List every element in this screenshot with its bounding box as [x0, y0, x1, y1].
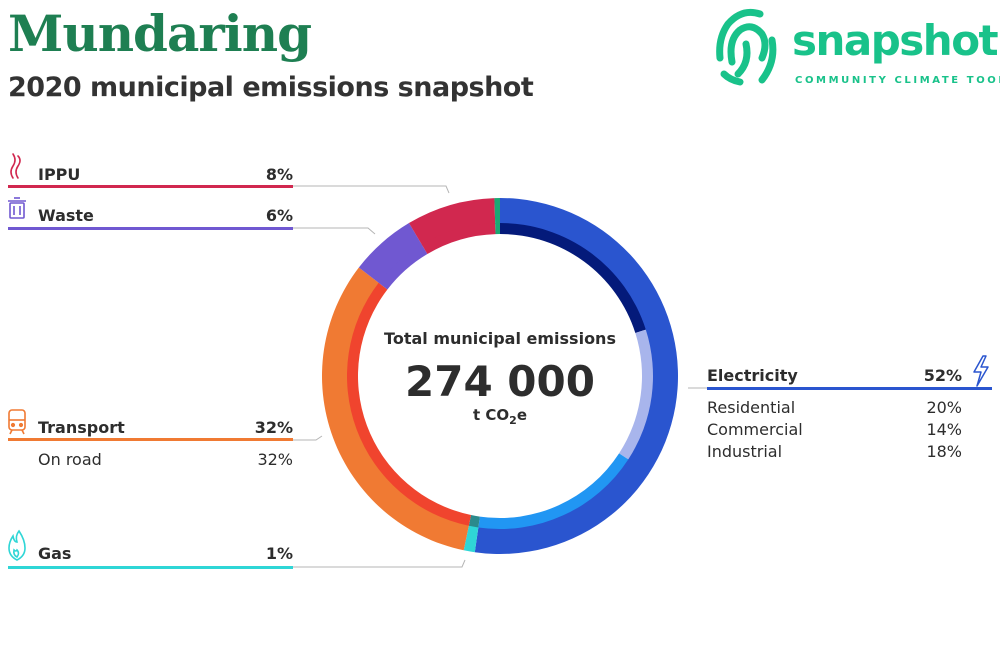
legend-label-industrial: Industrial [707, 442, 782, 461]
snapshot-logo: snapshot COMMUNITY CLIMATE TOOL [712, 0, 1000, 92]
outer-ring [322, 198, 678, 554]
leader-line-waste [293, 227, 376, 235]
legend-transport: Transport 32% On road 32% [8, 409, 293, 469]
page-title: Mundaring [8, 4, 312, 63]
smoke-icon [10, 153, 21, 179]
center-unit-prefix: t CO [473, 406, 509, 424]
legend-ippu: IPPU 8% [8, 153, 293, 188]
center-unit-suffix: e [517, 406, 527, 424]
inner-slice-ippu-0 [421, 223, 496, 254]
outer-slice-ippu [408, 198, 496, 246]
legend-pct-gas: 1% [266, 544, 293, 563]
inner-slice-waste-0 [378, 244, 428, 290]
center-unit: t CO2e [473, 406, 527, 427]
legend-line-ippu [8, 185, 293, 188]
legend-pct-commercial: 14% [926, 420, 962, 439]
leader-line-transport [293, 435, 323, 441]
bin-icon [8, 197, 26, 219]
inner-slice-gas-0 [468, 515, 480, 528]
legend-label-electricity: Electricity [707, 366, 798, 385]
legend-label-transport: Transport [38, 418, 125, 437]
legend-pct-ippu: 8% [266, 165, 293, 184]
center-value: 274 000 [405, 357, 595, 406]
legend-electricity: Electricity 52% Residential 20% Commerci… [707, 355, 992, 461]
legend-label-gas: Gas [38, 544, 71, 563]
legend-line-gas [8, 566, 293, 569]
legend-label-commercial: Commercial [707, 420, 803, 439]
legend-waste: Waste 6% [8, 197, 293, 230]
inner-slice-industrial-2 [478, 453, 629, 529]
legend-pct-electricity: 52% [924, 366, 962, 385]
logo-tagline: COMMUNITY CLIMATE TOOL [795, 75, 1000, 86]
page-subtitle: 2020 municipal emissions snapshot [8, 72, 534, 103]
outer-slice-unlabelled-5 [494, 198, 500, 225]
train-icon [8, 409, 26, 435]
inner-ring [346, 223, 653, 529]
inner-slice-on-road-0 [346, 282, 472, 526]
legend-gas: Gas 1% [8, 529, 293, 569]
legend-line-transport [8, 438, 293, 441]
leader-line-gas [293, 559, 466, 568]
legend-pct-transport: 32% [255, 418, 293, 437]
outer-slice-transport [322, 267, 470, 551]
legend-label-waste: Waste [38, 206, 94, 225]
leader-line-ippu [293, 185, 450, 194]
inner-slice-residential-0 [500, 223, 646, 333]
center-unit-subscript: 2 [509, 414, 517, 427]
legend-pct-on-road: 32% [257, 450, 293, 469]
outer-slice-electricity [474, 198, 678, 554]
legend-label-ippu: IPPU [38, 165, 80, 184]
legend-line-electricity [707, 387, 992, 390]
center-label: Total municipal emissions [384, 329, 616, 348]
flame-icon [8, 529, 26, 561]
legend-pct-residential: 20% [926, 398, 962, 417]
inner-slice-unlabelled-5-0 [495, 223, 500, 235]
fingerprint-icon [716, 8, 777, 86]
legend-label-residential: Residential [707, 398, 795, 417]
lightning-icon [973, 355, 989, 387]
outer-slice-waste [358, 223, 423, 284]
outer-slice-gas [463, 524, 479, 553]
legend-pct-industrial: 18% [926, 442, 962, 461]
legend-label-on-road: On road [38, 450, 102, 469]
legend-line-waste [8, 227, 293, 230]
inner-slice-commercial-1 [619, 329, 653, 460]
leader-lines [293, 185, 707, 568]
legend-pct-waste: 6% [266, 206, 293, 225]
logo-wordmark: snapshot [792, 16, 999, 65]
